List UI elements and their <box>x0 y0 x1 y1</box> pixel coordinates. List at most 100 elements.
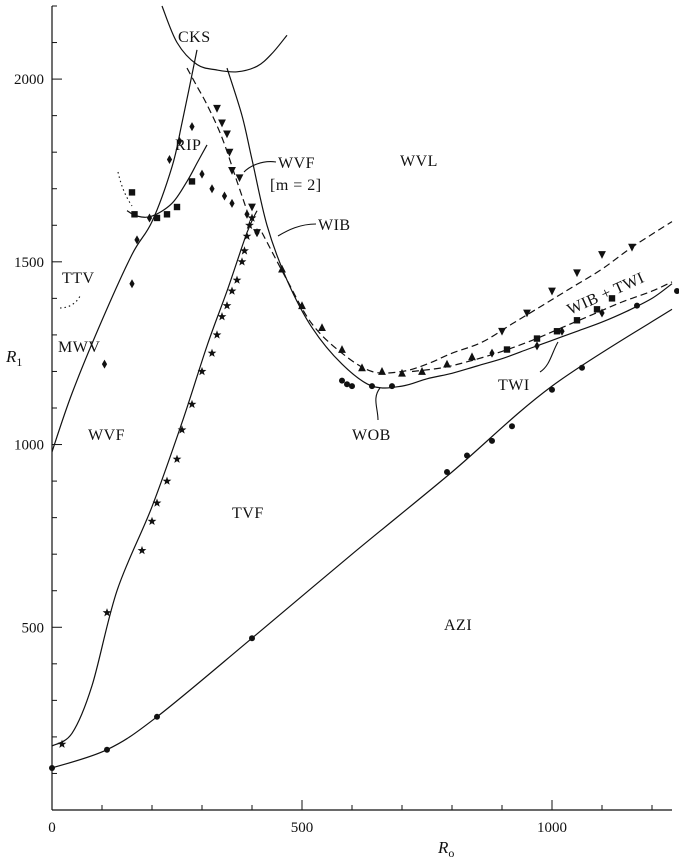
data-point-triangle-down <box>218 119 226 128</box>
data-point-star <box>152 498 162 507</box>
data-point-diamond <box>599 308 605 318</box>
data-point-diamond <box>489 348 495 358</box>
data-point-triangle-down <box>548 287 556 296</box>
region-label-wvl: WVL <box>400 153 438 170</box>
data-point-diamond <box>221 191 228 201</box>
data-point-square <box>503 346 511 353</box>
data-point-diamond <box>129 279 135 289</box>
axis-ticks: 500 1000 1500 2000 0 500 1000 <box>14 5 653 836</box>
y-tick-label: 2000 <box>14 72 44 88</box>
data-point-circle <box>464 452 470 459</box>
data-point-star <box>227 286 237 295</box>
data-point-triangle-down <box>223 130 231 139</box>
data-point-star <box>147 516 157 525</box>
boundary-curves <box>51 5 673 769</box>
data-point-diamond <box>209 184 215 194</box>
data-point-circle <box>509 423 515 430</box>
data-point-square <box>533 335 541 342</box>
data-point-circle <box>154 713 160 720</box>
data-point-square <box>608 295 616 302</box>
region-label-azi: AZI <box>444 617 472 634</box>
data-point-star <box>242 231 252 240</box>
data-point-diamond <box>199 169 205 179</box>
data-point-circle <box>549 386 555 393</box>
data-point-circle <box>489 437 495 444</box>
data-point-square <box>128 189 136 196</box>
data-point-triangle-down <box>628 243 636 252</box>
data-point-circle <box>349 383 355 390</box>
data-point-triangle-down <box>498 327 506 336</box>
data-point-triangle-down <box>573 269 581 278</box>
data-point-circle <box>339 377 345 384</box>
data-point-star <box>240 246 249 255</box>
data-point-triangle-down <box>253 229 261 237</box>
y-axis-label: R1 <box>5 347 22 369</box>
data-point-circle <box>389 383 395 390</box>
y-tick-label: 500 <box>22 620 45 636</box>
region-label-ttv: TTV <box>62 270 95 287</box>
data-point-star <box>247 213 257 222</box>
region-label-wvf: WVF <box>88 427 125 444</box>
data-point-triangle-up <box>468 352 476 361</box>
boundary-curve-wvf-upper <box>186 67 248 211</box>
data-point-circle <box>104 746 110 753</box>
data-point-circle <box>579 364 585 371</box>
plot-frame <box>51 6 672 811</box>
data-point-diamond <box>559 326 565 336</box>
data-point-diamond <box>101 359 108 369</box>
data-point-triangle-up <box>278 264 286 273</box>
region-label-tvf: TVF <box>232 505 264 522</box>
rip-dotted-curve <box>117 171 133 207</box>
data-point-star <box>187 399 197 409</box>
region-label-rip: RIP <box>175 137 201 154</box>
data-point-star <box>102 608 112 617</box>
data-point-diamond <box>244 209 250 219</box>
region-label-wob: WOB <box>352 427 391 444</box>
data-point-star <box>137 545 147 555</box>
x-axis-label: Ro <box>437 838 454 860</box>
data-point-diamond <box>534 341 540 351</box>
data-point-triangle-down <box>235 174 244 183</box>
data-point-star <box>237 257 247 266</box>
data-point-triangle-down <box>228 167 236 175</box>
wob-leader-line <box>375 387 381 421</box>
data-point-circle <box>344 381 350 388</box>
y-tick-label: 1000 <box>14 438 44 454</box>
data-point-square <box>188 178 196 185</box>
data-point-star <box>172 454 182 463</box>
y-tick-label: 1500 <box>14 255 44 271</box>
data-point-square <box>131 211 138 218</box>
data-point-star <box>197 366 207 376</box>
data-point-circle <box>674 288 679 295</box>
data-point-triangle-up <box>358 363 366 372</box>
data-point-star <box>212 330 222 339</box>
boundary-curve-tvf <box>51 210 258 747</box>
data-point-circle <box>369 383 375 390</box>
ttv-dotted-curve <box>59 295 81 309</box>
boundary-curve-twi <box>411 281 673 373</box>
region-label-wib: WIB <box>318 217 351 234</box>
region-label-wvf-m2: WVF <box>278 155 315 172</box>
data-point-triangle-up <box>398 368 406 377</box>
data-point-star <box>245 220 254 229</box>
data-point-square <box>163 211 171 218</box>
x-tick-label: 500 <box>291 820 314 836</box>
data-point-triangle-down <box>598 251 606 259</box>
data-markers <box>49 104 679 771</box>
data-point-star <box>162 476 172 485</box>
data-point-diamond <box>229 198 235 208</box>
data-point-triangle-up <box>338 345 346 353</box>
twi-leader-line <box>539 341 559 373</box>
data-point-triangle-down <box>225 148 234 157</box>
boundary-curve-wvl <box>226 67 673 389</box>
data-point-triangle-up <box>443 359 451 368</box>
region-label-twi: TWI <box>498 377 530 394</box>
data-point-square <box>573 317 581 324</box>
boundary-curve-mwv <box>51 49 198 453</box>
data-point-triangle-down <box>248 203 256 212</box>
data-point-star <box>57 739 67 748</box>
data-point-diamond <box>134 235 140 245</box>
data-point-square <box>153 214 161 222</box>
data-point-square <box>593 306 601 313</box>
